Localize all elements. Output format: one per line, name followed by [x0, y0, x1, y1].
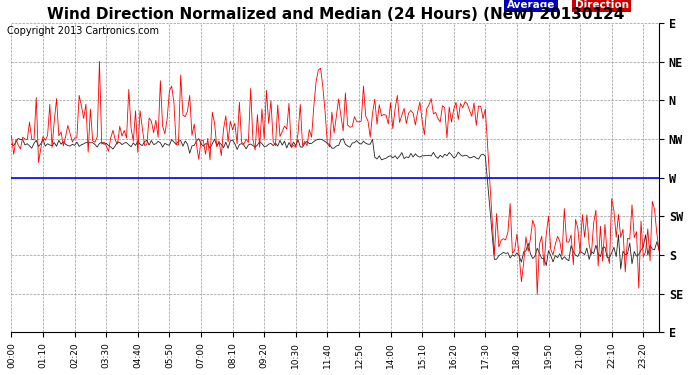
Text: Average: Average	[507, 0, 555, 9]
Text: Direction: Direction	[575, 0, 629, 9]
Title: Wind Direction Normalized and Median (24 Hours) (New) 20130124: Wind Direction Normalized and Median (24…	[47, 7, 624, 22]
Text: Copyright 2013 Cartronics.com: Copyright 2013 Cartronics.com	[7, 26, 159, 36]
